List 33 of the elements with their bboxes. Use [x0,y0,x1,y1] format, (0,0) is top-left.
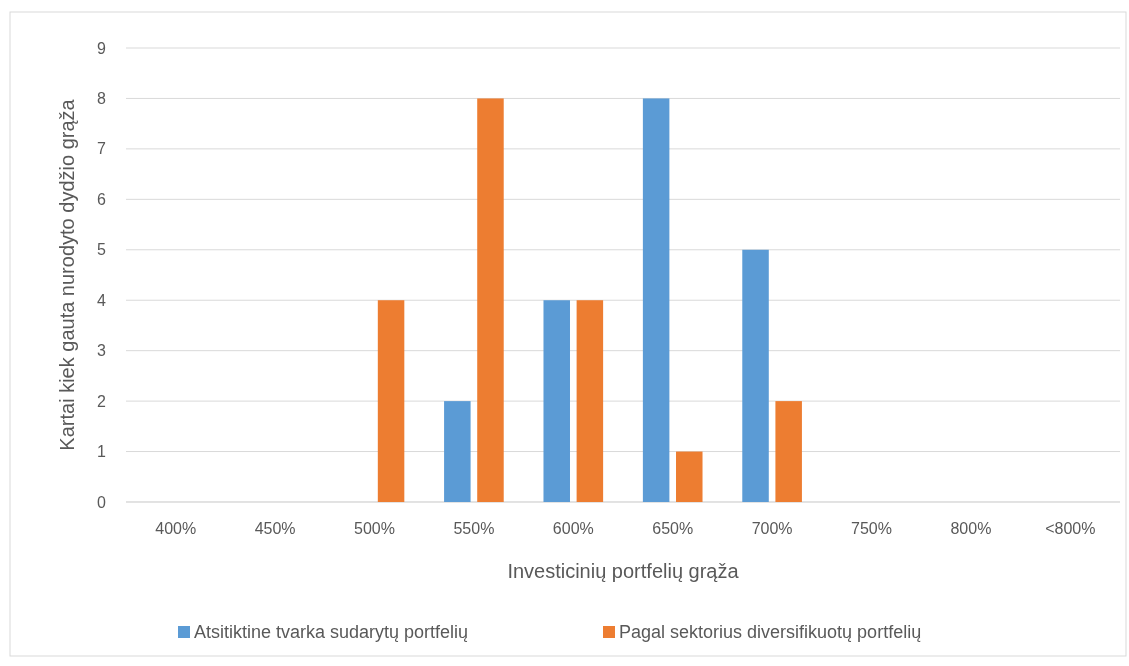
bar [576,300,604,502]
x-tick-label: 550% [453,520,495,537]
x-tick-label: 650% [652,520,694,537]
y-tick-label: 6 [97,190,107,208]
bar [543,300,570,502]
x-tick-label: 800% [950,520,992,537]
x-tick-label: 600% [552,520,594,537]
y-tick-label: 5 [97,241,107,259]
y-tick-label: 2 [97,392,107,410]
x-tick-label: 450% [254,520,296,537]
y-tick-label: 1 [97,443,107,461]
x-tick-label: 500% [354,520,395,537]
y-tick-label: 8 [97,90,107,108]
bar [642,98,670,502]
y-tick-label: 4 [97,291,107,309]
bar [377,300,405,502]
x-tick-label: 700% [751,520,793,537]
x-tick-label: <800% [1045,520,1096,537]
x-tick-label: 400% [155,520,197,537]
legend-label: Atsitiktine tvarka sudarytų portfelių [194,622,469,642]
bar [775,401,802,502]
bar [477,98,504,502]
y-tick-label: 9 [97,39,107,57]
y-tick-label: 0 [97,493,107,511]
legend-label: Pagal sektorius diversifikuotų portfelių [619,622,922,642]
x-axis-title: Investicinių portfelių grąža [507,560,740,582]
y-tick-label: 3 [97,342,107,360]
y-tick-label: 7 [97,140,107,158]
x-tick-label: 750% [851,520,892,537]
y-axis-title: Kartai kiek gauta nurodyto dydžio grąža [56,98,78,451]
bar [676,451,703,502]
bar [444,401,471,502]
bar [742,249,769,502]
